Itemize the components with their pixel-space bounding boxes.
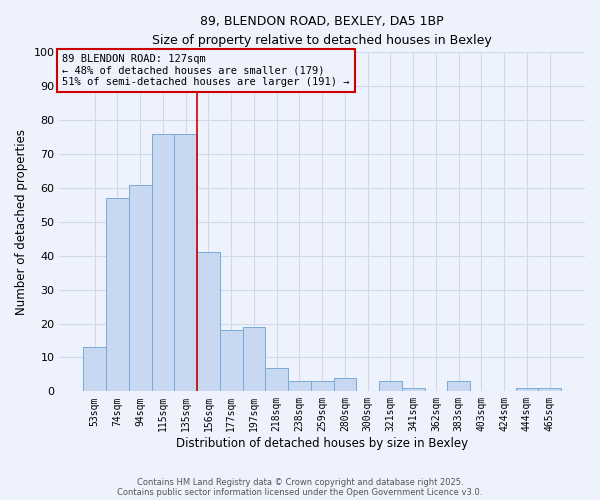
Bar [379,381,402,392]
Bar [175,134,197,392]
X-axis label: Distribution of detached houses by size in Bexley: Distribution of detached houses by size … [176,437,468,450]
Bar [106,198,129,392]
Bar [538,388,561,392]
Bar [197,252,220,392]
Y-axis label: Number of detached properties: Number of detached properties [15,129,28,315]
Bar [129,184,152,392]
Bar [242,327,265,392]
Bar [515,388,538,392]
Title: 89, BLENDON ROAD, BEXLEY, DA5 1BP
Size of property relative to detached houses i: 89, BLENDON ROAD, BEXLEY, DA5 1BP Size o… [152,15,492,47]
Bar [152,134,175,392]
Bar [83,348,106,392]
Bar [288,381,311,392]
Bar [220,330,242,392]
Text: 89 BLENDON ROAD: 127sqm
← 48% of detached houses are smaller (179)
51% of semi-d: 89 BLENDON ROAD: 127sqm ← 48% of detache… [62,54,350,87]
Bar [311,381,334,392]
Bar [265,368,288,392]
Text: Contains HM Land Registry data © Crown copyright and database right 2025.
Contai: Contains HM Land Registry data © Crown c… [118,478,482,497]
Bar [402,388,425,392]
Bar [334,378,356,392]
Bar [448,381,470,392]
